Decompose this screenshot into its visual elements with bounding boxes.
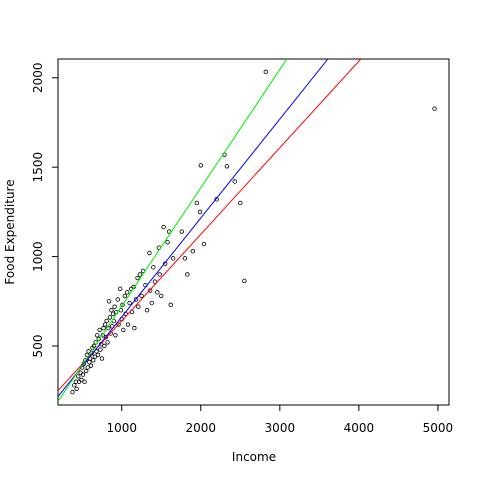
data-point (107, 315, 113, 320)
data-point (121, 327, 126, 333)
data-point (185, 272, 190, 277)
data-point (147, 250, 152, 256)
data-point (120, 302, 125, 308)
data-point (82, 379, 87, 384)
y-axis-label: Food Expenditure (3, 179, 17, 284)
data-point (98, 347, 103, 352)
data-point (110, 311, 116, 317)
data-point (122, 293, 128, 299)
data-point (73, 379, 79, 384)
data-point (201, 241, 207, 247)
y-tick-label: 1500 (31, 152, 45, 183)
data-point (72, 383, 77, 388)
data-point (159, 293, 164, 299)
data-point (224, 164, 230, 169)
data-point (74, 386, 79, 392)
x-tick-label: 3000 (265, 421, 296, 435)
x-tick-label: 4000 (344, 421, 375, 435)
data-point (136, 304, 141, 309)
plot-frame (57, 58, 450, 406)
data-point (197, 209, 203, 215)
data-point (182, 256, 188, 261)
data-point (238, 200, 243, 206)
x-tick-label: 5000 (423, 421, 454, 435)
x-axis-label: Income (232, 450, 276, 464)
data-point (104, 318, 109, 324)
data-point (102, 322, 108, 327)
data-point (95, 352, 101, 358)
fit-line (58, 59, 288, 402)
data-point (139, 293, 144, 299)
y-tick-label: 500 (31, 335, 45, 358)
data-point (432, 106, 437, 111)
data-point (109, 308, 114, 313)
data-point (70, 389, 75, 395)
data-point (170, 256, 176, 261)
data-point (105, 340, 110, 345)
data-point (168, 302, 173, 308)
data-point (106, 299, 112, 304)
data-point (97, 327, 102, 333)
data-point (116, 322, 121, 327)
y-tick-label: 2000 (31, 63, 45, 94)
data-point (132, 325, 137, 331)
data-point (147, 288, 153, 293)
data-point (144, 308, 150, 313)
data-point (115, 297, 120, 302)
data-point (102, 343, 107, 349)
data-point (87, 359, 92, 365)
data-point (125, 322, 131, 327)
data-point (149, 300, 154, 306)
fit-line (58, 59, 362, 392)
y-tick-label: 1000 (31, 241, 45, 272)
data-point (79, 377, 84, 383)
data-point (152, 279, 158, 284)
data-point (157, 272, 162, 277)
data-point (194, 200, 200, 206)
x-tick-label: 2000 (185, 421, 216, 435)
data-point (137, 272, 143, 277)
data-point (127, 300, 132, 306)
x-tick-label: 1000 (106, 421, 137, 435)
data-point (100, 333, 105, 338)
data-point (113, 333, 118, 338)
data-point (83, 368, 89, 374)
data-point (125, 290, 130, 295)
data-point (95, 333, 100, 338)
data-point (101, 325, 106, 331)
data-point (76, 374, 81, 379)
data-point (117, 286, 123, 291)
data-point (99, 356, 105, 361)
data-point (155, 290, 160, 295)
data-point (179, 229, 184, 234)
data-point (135, 275, 140, 281)
fit-line (58, 59, 329, 397)
data-point (91, 358, 96, 363)
data-point (242, 278, 247, 284)
data-point (161, 224, 166, 230)
data-point (80, 372, 86, 377)
data-point (112, 304, 117, 309)
data-point (151, 265, 156, 270)
data-point (88, 363, 94, 368)
data-point (198, 163, 203, 168)
data-point (190, 249, 196, 254)
data-point (92, 354, 98, 359)
data-point (86, 349, 91, 354)
data-point (232, 179, 237, 184)
data-point (133, 297, 139, 302)
data-point (263, 69, 268, 75)
data-point (165, 240, 170, 245)
data-point (85, 365, 90, 370)
